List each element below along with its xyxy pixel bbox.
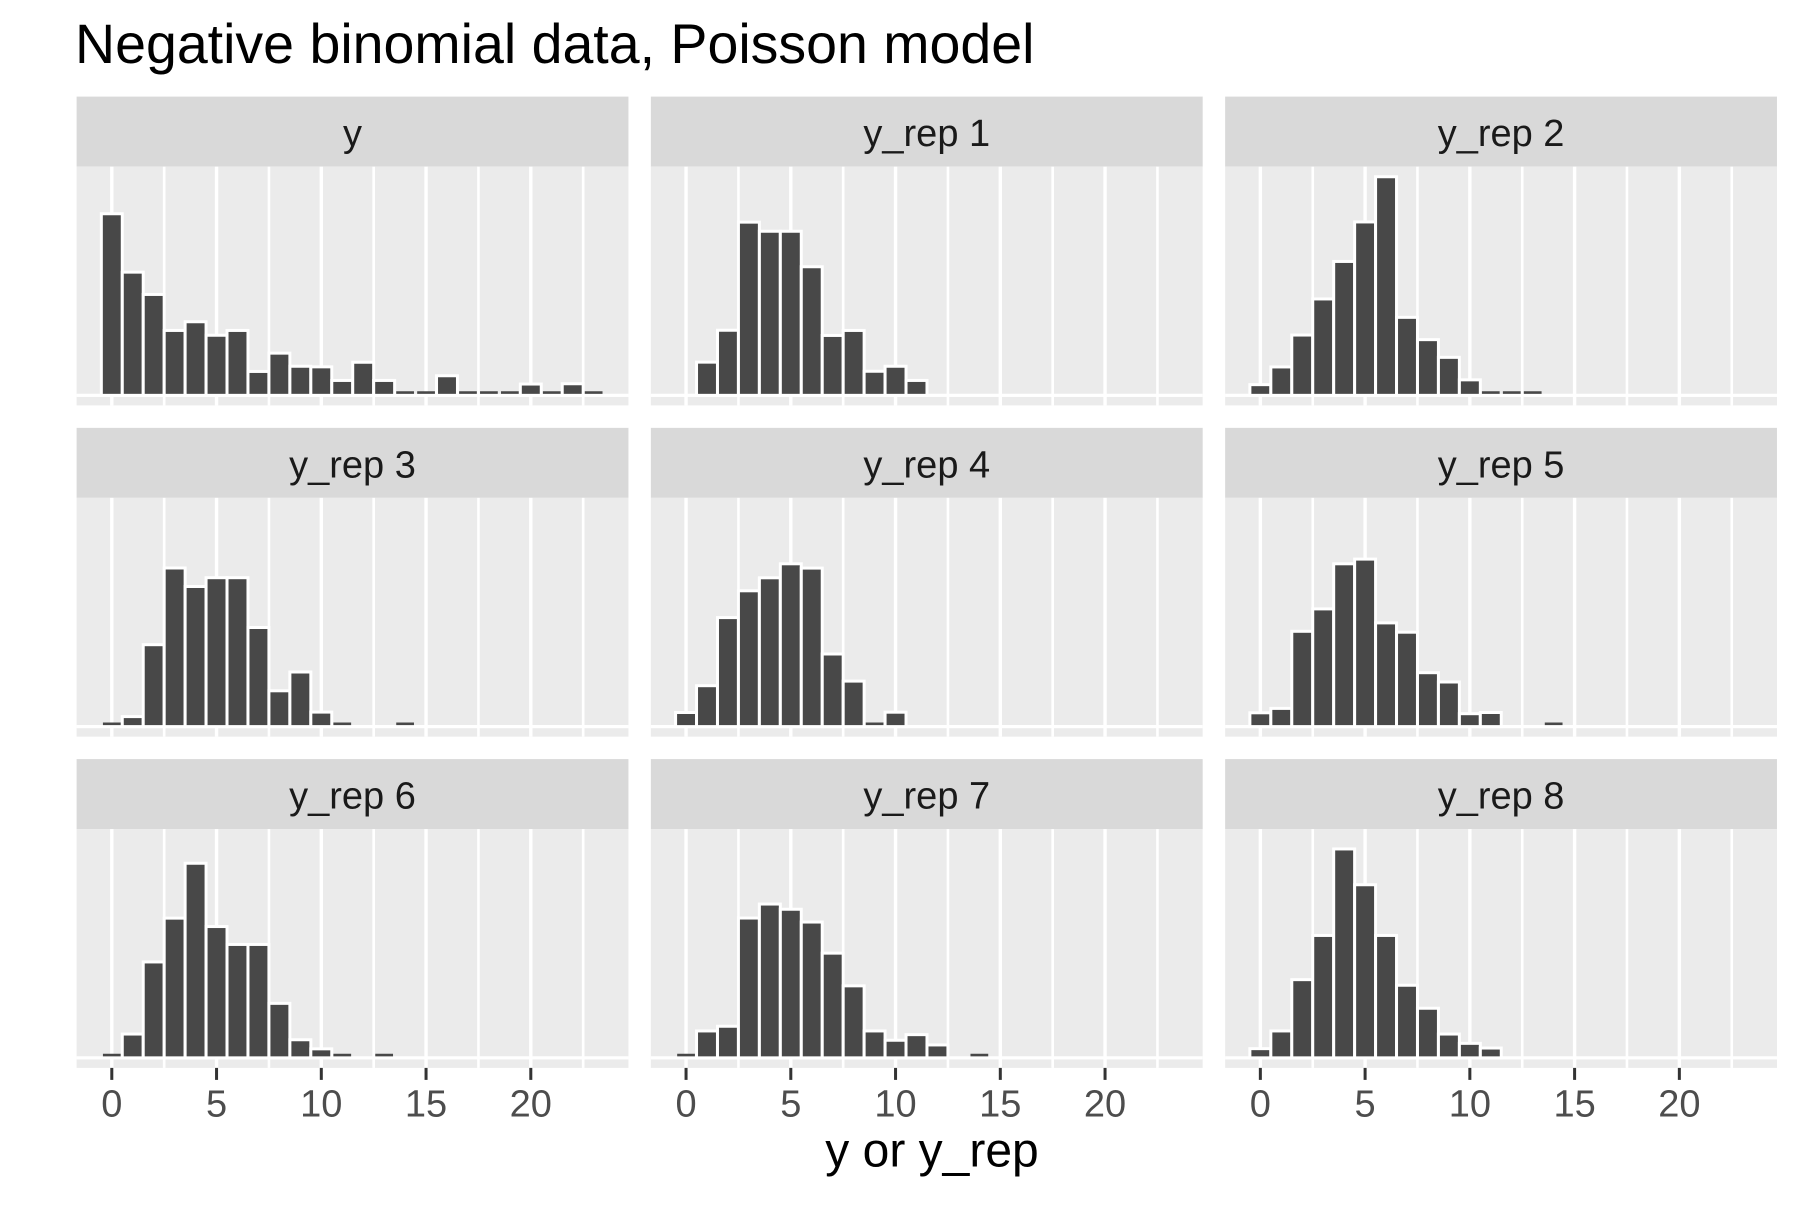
svg-text:10: 10 <box>874 1083 916 1125</box>
svg-text:10: 10 <box>300 1083 342 1125</box>
svg-text:15: 15 <box>405 1083 447 1125</box>
svg-text:y or y_rep: y or y_rep <box>825 1124 1038 1177</box>
svg-text:20: 20 <box>1084 1083 1126 1125</box>
svg-text:0: 0 <box>675 1083 696 1125</box>
svg-text:5: 5 <box>1355 1083 1376 1125</box>
svg-text:y_rep 6: y_rep 6 <box>289 776 416 818</box>
svg-text:Negative binomial data, Poisso: Negative binomial data, Poisson model <box>75 13 1034 75</box>
svg-text:y_rep 2: y_rep 2 <box>1438 113 1565 155</box>
svg-text:y_rep 7: y_rep 7 <box>863 776 990 818</box>
svg-text:15: 15 <box>979 1083 1021 1125</box>
svg-text:y_rep 5: y_rep 5 <box>1438 444 1565 486</box>
svg-text:20: 20 <box>510 1083 552 1125</box>
svg-text:10: 10 <box>1449 1083 1491 1125</box>
svg-text:5: 5 <box>206 1083 227 1125</box>
svg-text:15: 15 <box>1553 1083 1595 1125</box>
svg-text:20: 20 <box>1658 1083 1700 1125</box>
svg-text:y_rep 1: y_rep 1 <box>863 113 990 155</box>
svg-text:0: 0 <box>1250 1083 1271 1125</box>
svg-text:y_rep 4: y_rep 4 <box>863 444 990 486</box>
svg-text:y: y <box>343 113 362 155</box>
svg-text:y_rep 8: y_rep 8 <box>1438 776 1565 818</box>
svg-text:5: 5 <box>780 1083 801 1125</box>
svg-text:0: 0 <box>101 1083 122 1125</box>
svg-text:y_rep 3: y_rep 3 <box>289 444 416 486</box>
